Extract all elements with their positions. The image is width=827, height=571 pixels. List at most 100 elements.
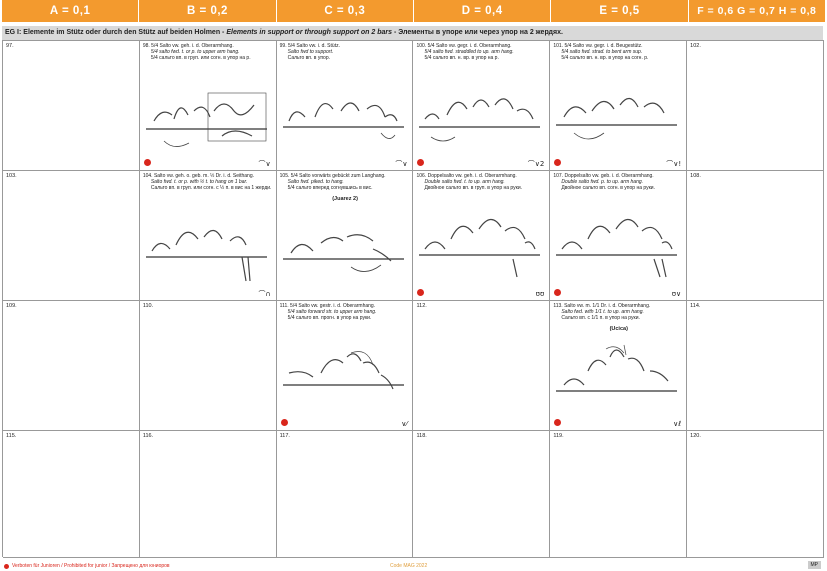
desc-de: 106. Doppelsalto vw. geh. i. d. Oberarmh… (416, 173, 517, 179)
symbol-icon: ⌒∨! (666, 159, 682, 168)
element-drawing (556, 218, 678, 278)
element-number: 112. (416, 303, 427, 309)
cell-111: 111. 5/4 Salto vw. gestr. i. d. Oberarmh… (276, 301, 414, 431)
prohibited-junior-icon (4, 563, 9, 569)
group-prefix: EG I: (5, 29, 22, 36)
element-number: 108. (690, 173, 701, 179)
desc-en: Salto fwd. with 1/1 t. to up. arm hang. (561, 309, 644, 316)
symbol-icon: ⌒∨2 (527, 159, 545, 168)
desc-en: Salto fwd to support. (287, 49, 334, 56)
desc-en: Double salto fwd. p. to up. arm hang. (561, 179, 644, 186)
element-number: 118. (416, 433, 427, 439)
symbol-icon: ⌒∩ (258, 289, 271, 298)
cell-97: 97. (3, 41, 140, 171)
element-drawing (282, 234, 404, 272)
group-de: Elemente im Stütz oder durch den Stütz a… (23, 29, 225, 36)
desc-de: 104. Salto vw. geh. o. geb. m. ½ Dr. i. … (142, 173, 255, 179)
cell-106: 106. Doppelsalto vw. geh. i. d. Oberarmh… (413, 171, 551, 301)
desc-de: 99. 5/4 Salto vw. i. d. Stütz. (279, 43, 340, 49)
desc-en: 5/4 salto fwd. t. or p. to upper arm han… (150, 49, 240, 56)
element-number: 114. (690, 303, 701, 309)
desc-ru: 5/4 сальто вп. н. вр. в упор на согн. р. (561, 55, 649, 62)
desc-ru: Сальто вп. с 1/1 п. в упор на руки. (561, 315, 640, 322)
element-drawing (556, 344, 678, 392)
prohibited-junior-marker (417, 159, 425, 166)
element-drawing (419, 218, 541, 278)
cell-104: 104. Salto vw. geh. o. geb. m. ½ Dr. i. … (139, 171, 277, 301)
element-drawing (419, 98, 541, 142)
cell-107: 107. Doppelsalto vw. geb. i. d. Oberarmh… (550, 171, 688, 301)
cell-114: 114. (687, 301, 824, 431)
desc-de: 111. 5/4 Salto vw. gestr. i. d. Oberarmh… (279, 303, 376, 309)
element-number: 119. (553, 433, 564, 439)
desc-de: 100. 5/4 Salto vw. gegr. i. d. Oberarmha… (416, 43, 512, 49)
desc-en: Salto fwd. t. or p. with ½ t. to hang on… (150, 179, 248, 186)
cell-118: 118. (413, 431, 551, 558)
element-number: 117. (279, 433, 290, 439)
cell-101: 101. 5/4 Salto vw. gegr. i. d. Beugestüt… (550, 41, 688, 171)
prohibited-junior-marker (417, 289, 425, 296)
element-number: 120. (690, 433, 701, 439)
cell-120: 120. (687, 431, 824, 558)
cell-98: 98. 5/4 Salto vw. geh. i. d. Oberarmhang… (139, 41, 277, 171)
element-group-title: EG I: Elemente im Stütz oder durch den S… (2, 26, 823, 40)
element-drawing (145, 229, 267, 282)
desc-en: 5/4 salto fwd. strad. to bent arm sup. (561, 49, 643, 56)
element-number: 116. (142, 433, 154, 439)
group-en: Elements in support or through support o… (226, 29, 393, 36)
header-c: C = 0,3 (276, 0, 414, 22)
cell-113: 113. Salto vw. m. 1/1 Dr. i. d. Oberarmh… (550, 301, 688, 431)
footer-note: Verboten für Junioren / Prohibited for j… (4, 563, 170, 569)
footer-note-text: Verboten für Junioren / Prohibited for j… (12, 563, 170, 569)
desc-en: 5/4 salto fwd. straddled to up. arm hang… (424, 49, 514, 56)
element-drawing (556, 97, 678, 140)
desc-de: 101. 5/4 Salto vw. gegr. i. d. Beugestüt… (553, 43, 643, 49)
footer-code: Code MAG 2022 (390, 563, 428, 569)
prohibited-junior-marker (554, 289, 562, 296)
desc-de: 98. 5/4 Salto vw. geh. i. d. Oberarmhang… (142, 43, 234, 49)
desc-de: 107. Doppelsalto vw. geb. i. d. Oberarmh… (553, 173, 654, 179)
symbol-icon: ⌒∨ (258, 159, 271, 168)
prohibited-junior-marker (280, 419, 288, 426)
symbol-icon: ⌒∨ (395, 159, 408, 168)
cell-99: 99. 5/4 Salto vw. i. d. Stütz. Salto fwd… (276, 41, 414, 171)
cell-116: 116. (139, 431, 277, 558)
desc-ru: Сальто вп. в груп. или согн. с ½ п. в ви… (150, 185, 272, 192)
desc-ru: Сальто вп. в упор. (287, 55, 330, 62)
header-e: E = 0,5 (551, 0, 689, 22)
header-a: A = 0,1 (2, 0, 140, 22)
cell-112: 112. (413, 301, 551, 431)
desc-de: 113. Salto vw. m. 1/1 Dr. i. d. Oberarmh… (553, 303, 651, 309)
cell-108: 108. (687, 171, 824, 301)
symbol-icon: ∨ℓ (673, 419, 682, 428)
element-number: 97. (6, 43, 14, 49)
cell-115: 115. (3, 431, 140, 558)
element-drawing (282, 351, 404, 390)
cell-110: 110. (139, 301, 277, 431)
desc-ru: 5/4 сальто вп. прогн. в упор на руки. (287, 315, 372, 322)
cell-117: 117. (276, 431, 414, 558)
cell-100: 100. 5/4 Salto vw. gegr. i. d. Oberarmha… (413, 41, 551, 171)
header-d: D = 0,4 (413, 0, 552, 22)
desc-ru: Двойное сальто вп. в груп. в упор на рук… (424, 185, 523, 192)
element-name: (Juarez 2) (332, 195, 358, 202)
prohibited-junior-marker (554, 419, 562, 426)
cell-103: 103. (3, 171, 140, 301)
desc-de: 105. 5/4 Salto vorwärts gebückt zum Lang… (279, 173, 386, 179)
desc-ru: 5/4 сальто вп. в груп. или согн. в упор … (150, 55, 251, 62)
group-ru: - Элементы в упоре или через упор на 2 ж… (393, 29, 563, 36)
cell-105: 105. 5/4 Salto vorwärts gebückt zum Lang… (276, 171, 414, 301)
element-number: 103. (6, 173, 17, 179)
desc-en: Double salto fwd. t. to up. arm hang. (424, 179, 505, 186)
element-number: 102. (690, 43, 701, 49)
desc-ru: 5/4 сальто вперед согнувшись в вис. (287, 185, 373, 192)
cell-119: 119. (550, 431, 688, 558)
desc-ru: Двойное сальто вп. согн. в упор на руки. (561, 185, 655, 192)
page-number: MP (807, 561, 821, 569)
cell-102: 102. (687, 41, 824, 171)
symbol-icon: ʊ∨ (671, 289, 682, 298)
header-b: B = 0,2 (139, 0, 277, 22)
element-grid: 97. 98. 5/4 Salto vw. geh. i. d. Oberarm… (2, 40, 824, 558)
header-fgh: F = 0,6 G = 0,7 H = 0,8 (688, 0, 825, 22)
element-number: 109. (6, 303, 17, 309)
